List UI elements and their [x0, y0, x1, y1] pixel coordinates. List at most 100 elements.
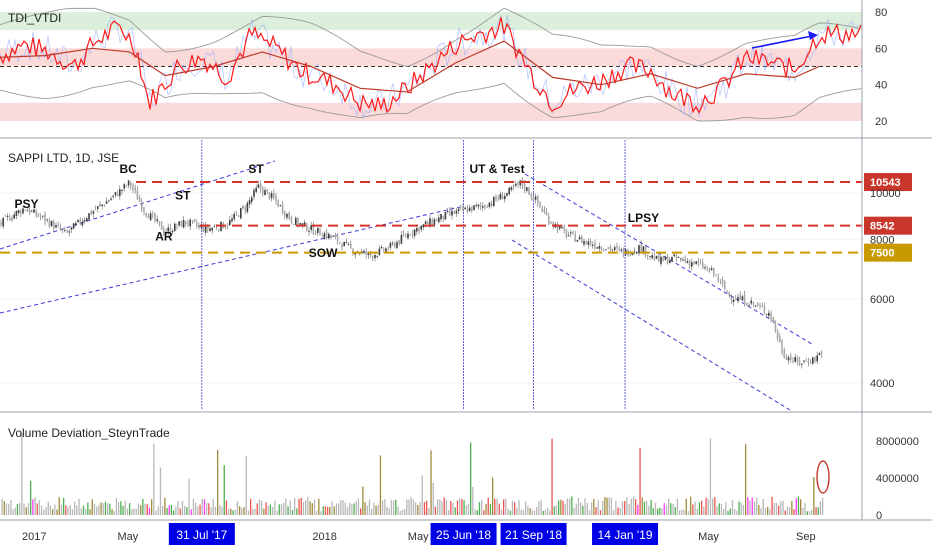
candle-body [317, 227, 319, 233]
volume-bar [168, 505, 170, 515]
candle-body [697, 261, 700, 263]
volume-bar [758, 504, 760, 515]
volume-y-tick-label: 4000000 [876, 473, 919, 485]
volume-bar [657, 508, 659, 515]
volume-bar [173, 510, 175, 515]
volume-bar [595, 507, 597, 515]
candle-body [649, 256, 651, 257]
candle-body [576, 240, 579, 242]
volume-bar [439, 499, 441, 515]
candle-body [259, 183, 262, 190]
candle-body [644, 246, 647, 256]
volume-bar [569, 498, 571, 515]
volume-bar [357, 498, 360, 515]
volume-bar [360, 508, 362, 515]
volume-bar [221, 506, 223, 515]
level-price-box [864, 243, 912, 262]
volume-bar [322, 506, 324, 515]
markdown-channel-lower [511, 239, 791, 411]
candle-body [585, 241, 587, 244]
candle-body [116, 193, 119, 197]
volume-bar [674, 507, 676, 515]
volume-bar [276, 510, 278, 515]
candle-body [380, 247, 383, 248]
candle-body [424, 221, 427, 225]
volume-bar [476, 510, 478, 515]
candle-body [202, 226, 205, 232]
volume-bar [45, 506, 47, 515]
volume-bar [80, 508, 82, 515]
volume-bar [74, 501, 76, 515]
volume-bar [786, 506, 789, 515]
candle-body [765, 314, 768, 315]
volume-bar [778, 505, 780, 515]
candle-body [264, 190, 266, 196]
volume-bar [621, 501, 624, 515]
candle-body [354, 252, 356, 255]
volume-bar [118, 501, 120, 515]
candle-body [156, 219, 158, 222]
candle-body [539, 202, 541, 207]
candle-body [820, 351, 823, 355]
candle-body [605, 249, 607, 251]
volume-bar [586, 503, 588, 515]
candle-body [297, 218, 299, 226]
candle-body [479, 205, 482, 207]
candle-body [334, 235, 337, 237]
volume-bar [129, 503, 131, 515]
candle-body [752, 302, 755, 304]
candle-body [466, 209, 469, 213]
candle-body [440, 214, 442, 220]
volume-bar [520, 509, 522, 515]
psy-channel-upper [0, 160, 276, 250]
candle-body [708, 269, 711, 272]
candle-body [684, 258, 686, 262]
volume-bar [648, 505, 650, 515]
candle-body [528, 187, 530, 195]
volume-bar [683, 509, 685, 515]
volume-bar [87, 502, 89, 515]
candle-body [48, 220, 51, 227]
volume-bar [102, 503, 104, 515]
candle-body [763, 306, 766, 313]
volume-bar [239, 506, 241, 515]
volume-bar [727, 511, 729, 515]
volume-bar [426, 500, 428, 515]
volume-bar [423, 502, 426, 515]
tdi-y-axis: 80 60 40 20 [875, 7, 887, 128]
candle-body [504, 195, 506, 200]
candle-body [70, 227, 73, 230]
candle-body [152, 213, 154, 215]
candle-body [702, 262, 704, 269]
psy-channel-lower [0, 206, 461, 314]
candle-body [407, 233, 409, 239]
volume-bar [802, 507, 804, 515]
volume-bar [353, 503, 355, 515]
volume-bar [450, 501, 452, 515]
candle-body [141, 201, 143, 210]
candle-body [363, 250, 365, 253]
candle-body [299, 223, 301, 225]
volume-bar [203, 499, 206, 515]
volume-bar [632, 496, 635, 515]
candle-body [609, 246, 612, 251]
volume-bar [19, 502, 21, 515]
volume-bar [379, 455, 382, 515]
volume-y-tick-label: 8000000 [876, 436, 919, 448]
candle-body [416, 228, 418, 232]
volume-bar [558, 500, 560, 515]
volume-bar [324, 506, 327, 515]
volume-bar [331, 501, 333, 515]
volume-bar [410, 496, 412, 515]
candle-body [314, 232, 317, 235]
candle-body [101, 204, 103, 206]
volume-bar [551, 438, 553, 515]
volume-bar [516, 507, 518, 515]
volume-bar [390, 500, 393, 515]
volume-bar [104, 502, 107, 515]
candle-body [20, 210, 22, 214]
candle-body [2, 217, 4, 227]
candle-body [215, 227, 218, 229]
